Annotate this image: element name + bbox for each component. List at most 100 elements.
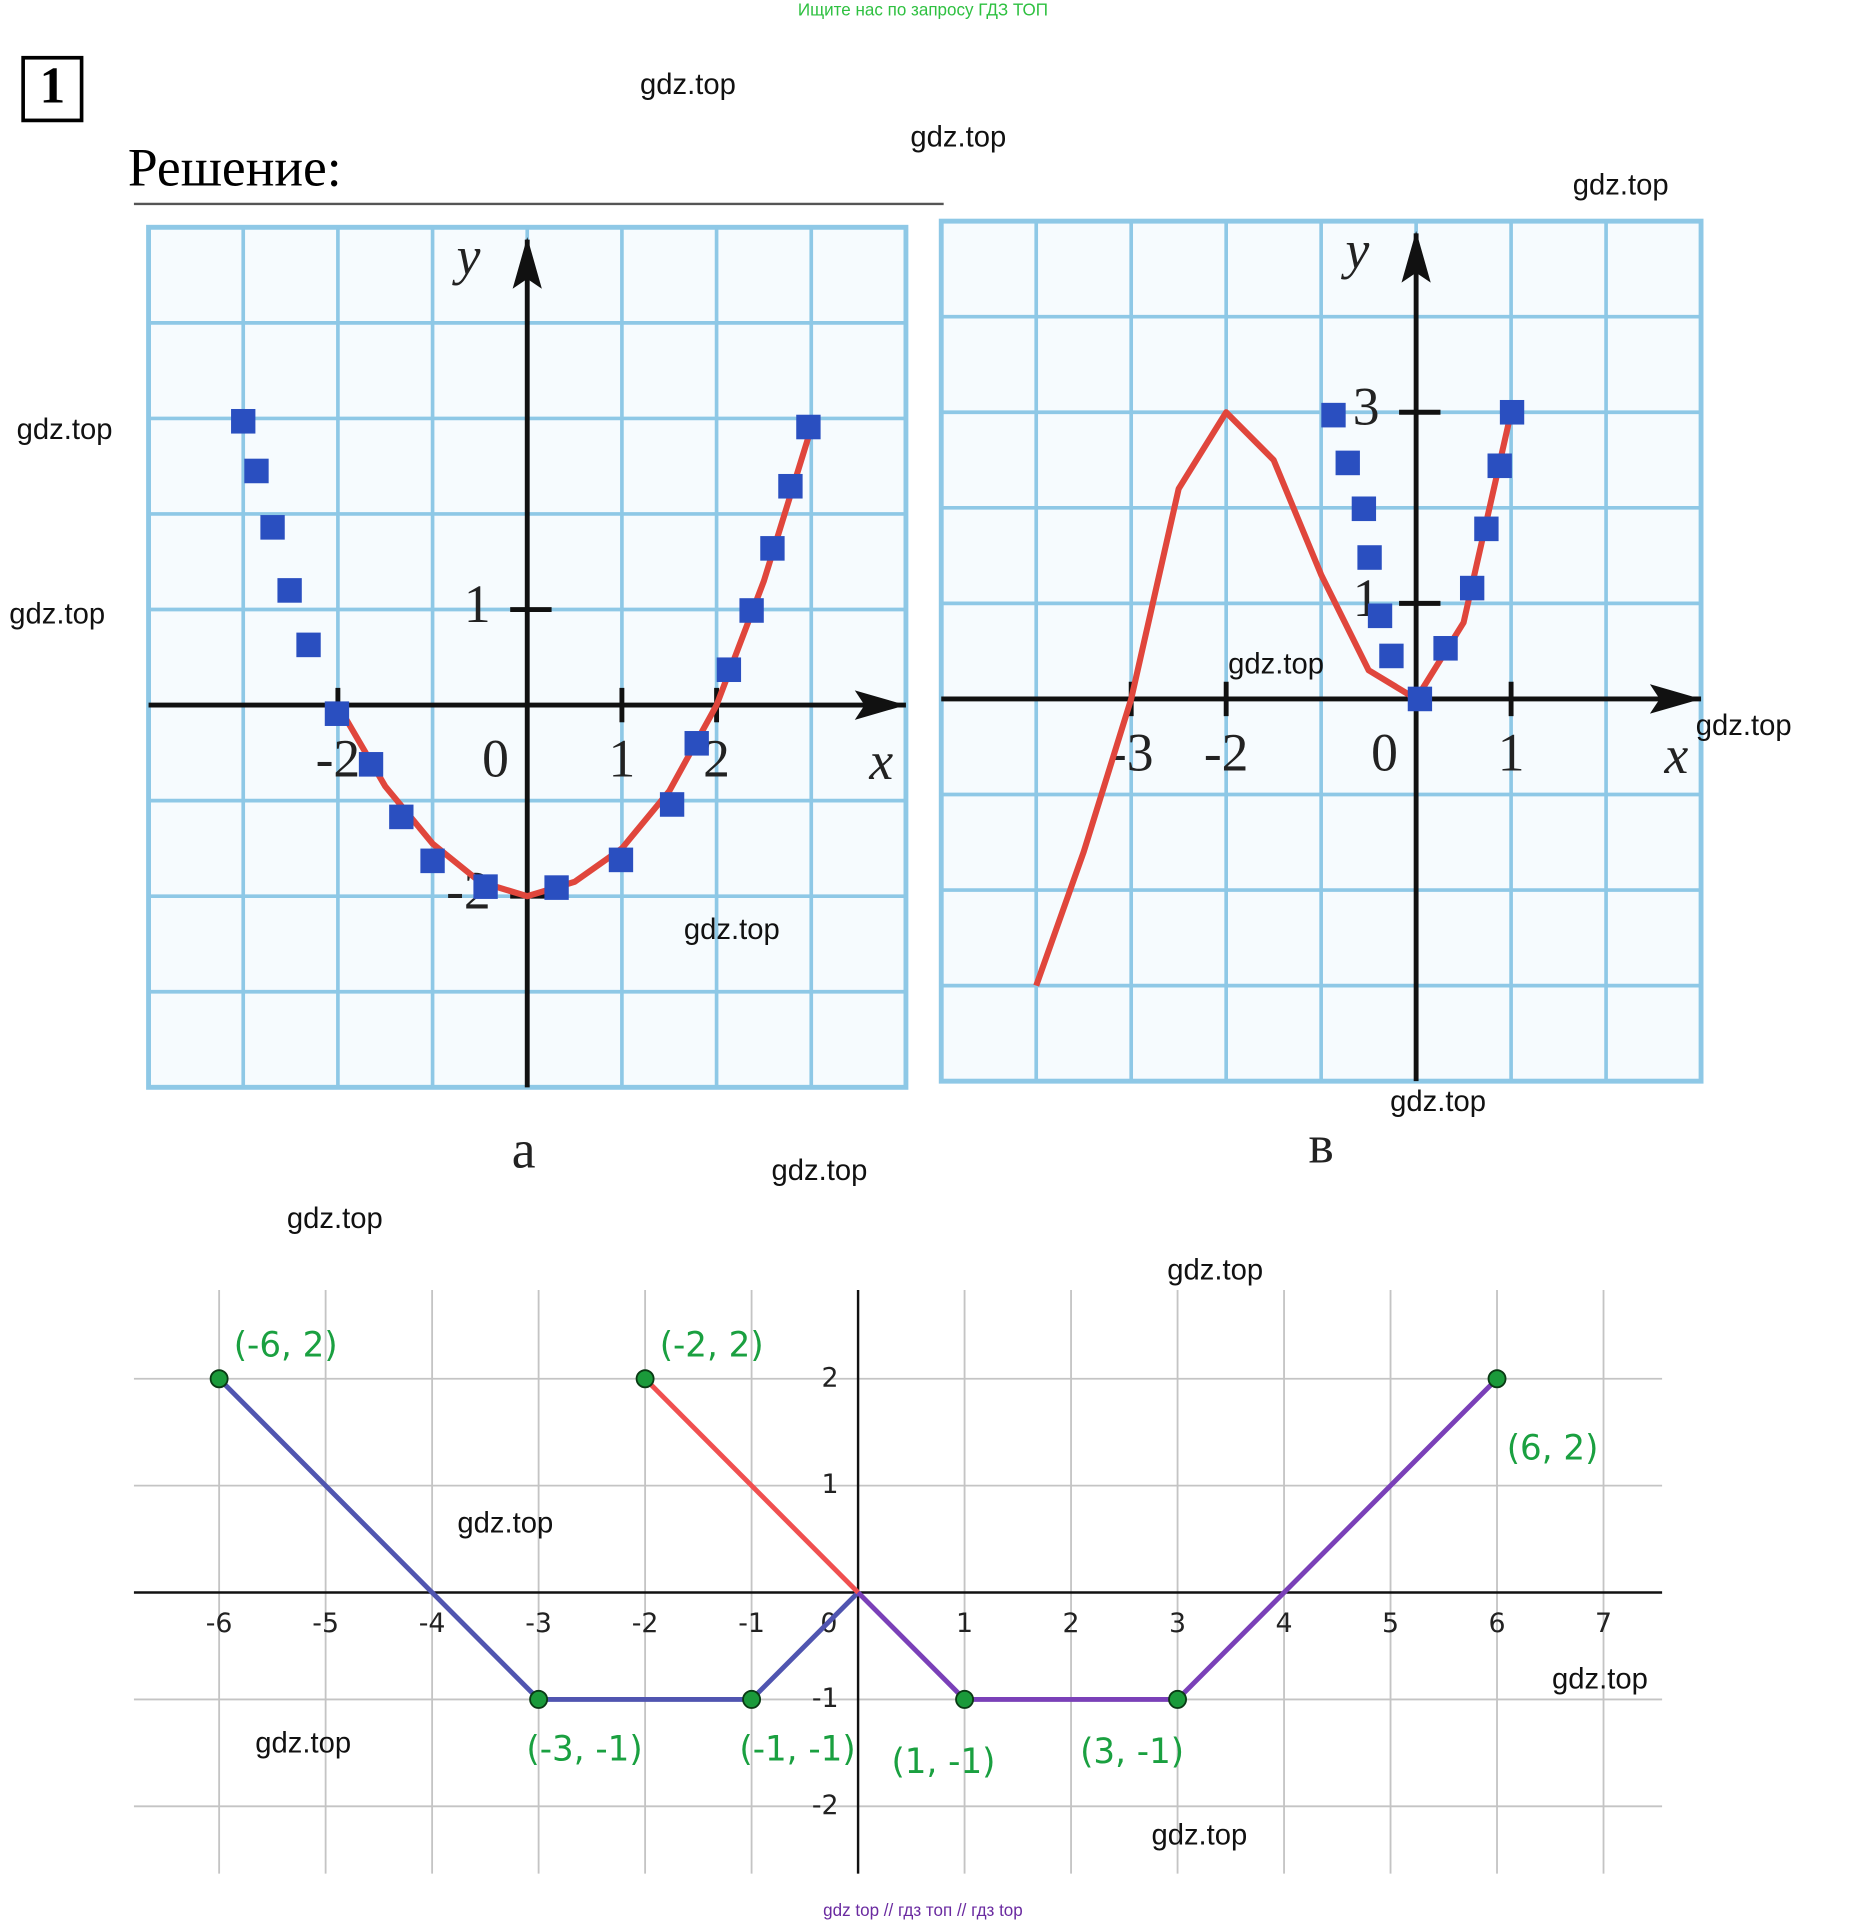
point-marker [739, 598, 764, 623]
watermark: gdz.top [1390, 1085, 1486, 1118]
watermark: gdz.top [1573, 168, 1669, 201]
point-marker [608, 847, 634, 873]
point-label: (6, 2) [1507, 1428, 1599, 1468]
point-marker [231, 408, 256, 434]
point [1487, 1369, 1507, 1389]
task-number: 1 [40, 58, 66, 115]
x-axis-label: x [1664, 725, 1689, 785]
point [529, 1689, 549, 1709]
point-marker [716, 657, 742, 683]
point [635, 1369, 655, 1389]
x-axis-label: x [868, 731, 893, 791]
watermark: gdz.top [1151, 1818, 1247, 1851]
x-tick-label: 4 [1276, 1608, 1293, 1639]
point-marker [473, 874, 498, 899]
point-marker [1487, 453, 1512, 479]
point-marker [1407, 686, 1433, 712]
watermark: gdz.top [640, 68, 736, 101]
point-marker [1379, 643, 1404, 669]
point-marker [796, 414, 821, 440]
y-tick-label: 1 [822, 1469, 839, 1500]
y-axis-label: y [452, 226, 481, 286]
point-label: (1, -1) [892, 1742, 996, 1782]
y-tick-label: 1 [464, 574, 491, 634]
point-marker [358, 752, 384, 777]
curve [1033, 409, 1515, 987]
watermark: gdz.top [910, 121, 1006, 154]
point-label: (-2, 2) [660, 1325, 764, 1365]
point-marker [1335, 450, 1360, 476]
point-marker [760, 536, 785, 561]
point-marker [659, 792, 685, 817]
point-marker [1459, 575, 1485, 601]
watermark: gdz.top [1167, 1253, 1263, 1286]
point-label: (-1, -1) [739, 1729, 855, 1769]
footer: gdz top // гдз топ // гдз top [823, 1901, 1023, 1920]
number-box [21, 55, 84, 123]
point-label: (-6, 2) [234, 1325, 338, 1365]
watermark: gdz.top [9, 597, 105, 630]
watermark: gdz.top [1552, 1662, 1648, 1695]
point-marker [1474, 516, 1499, 542]
curve [217, 1377, 860, 1702]
x-tick-label: 5 [1382, 1608, 1399, 1639]
x-tick-label: -5 [312, 1608, 339, 1639]
x-tick-label: 1 [956, 1608, 973, 1639]
point-label: (-3, -1) [526, 1729, 642, 1769]
point [742, 1689, 762, 1709]
point-marker [1351, 496, 1377, 522]
y-arrow [512, 237, 542, 289]
watermark: gdz.top [255, 1726, 351, 1759]
point [209, 1369, 229, 1389]
point-marker [260, 515, 285, 540]
point [1168, 1689, 1187, 1709]
x-tick-label: -2 [632, 1608, 659, 1639]
x-tick-label: -2 [316, 728, 361, 788]
x-tick-label: -1 [738, 1608, 765, 1639]
x-tick-label: -6 [206, 1608, 233, 1639]
x-tick-label: 1 [609, 728, 636, 788]
watermark: gdz.top [287, 1202, 383, 1235]
x-tick-label: -2 [1204, 722, 1249, 782]
x-tick-label: 2 [1063, 1608, 1080, 1639]
y-axis-label: y [1341, 220, 1370, 280]
x-tick-label: 0 [1371, 722, 1398, 782]
x-tick-label: -4 [419, 1608, 446, 1639]
x-tick-label: 3 [1169, 1608, 1186, 1639]
point-label: (3, -1) [1080, 1732, 1184, 1772]
watermark: gdz.top [1696, 709, 1792, 742]
point-marker [324, 701, 350, 726]
point-marker [1321, 402, 1346, 428]
y-tick-label: 3 [1353, 376, 1380, 436]
x-arrow [1649, 684, 1702, 714]
point-marker [1433, 636, 1458, 661]
point-marker [1499, 399, 1525, 425]
curve [856, 1377, 1499, 1702]
point-marker [684, 731, 709, 756]
watermark: gdz.top [1228, 648, 1324, 681]
x-tick-label: -3 [525, 1608, 552, 1639]
x-tick-label: 6 [1489, 1608, 1506, 1639]
curve [643, 1377, 860, 1595]
chart-caption: а [512, 1119, 536, 1179]
point-marker [1357, 545, 1382, 570]
watermark: gdz.top [17, 413, 113, 446]
x-arrow [854, 690, 906, 720]
point-marker [420, 848, 445, 874]
y-tick-label: 2 [822, 1362, 839, 1393]
watermark: gdz.top [457, 1506, 553, 1539]
point [955, 1689, 975, 1709]
point-marker [277, 578, 302, 603]
y-tick-label: -1 [812, 1683, 839, 1714]
y-tick-label: -2 [812, 1790, 839, 1821]
point-marker [544, 875, 569, 900]
point-marker [778, 473, 803, 499]
heading: Решение: [128, 137, 342, 197]
point-marker [296, 632, 321, 658]
point-marker [1367, 603, 1393, 629]
point-marker [389, 804, 414, 830]
y-arrow [1401, 230, 1431, 283]
watermark: gdz.top [772, 1154, 868, 1187]
x-tick-label: 7 [1595, 1608, 1612, 1639]
